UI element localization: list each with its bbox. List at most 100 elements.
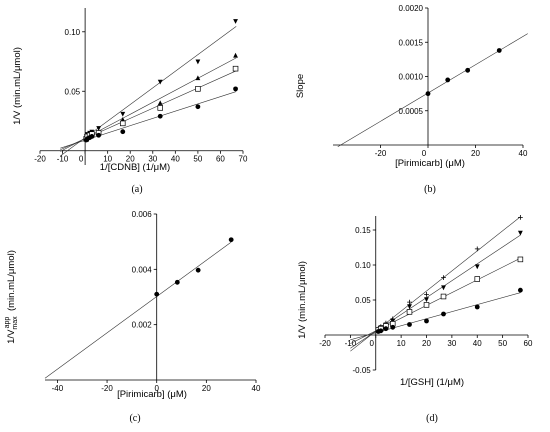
data-point-series-2 bbox=[407, 304, 412, 310]
x-tick-label: 20 bbox=[202, 384, 211, 393]
data-point-series-3 bbox=[232, 65, 239, 72]
data-point-series-2 bbox=[474, 264, 480, 270]
data-point-series-4 bbox=[89, 134, 95, 139]
data-point-series-1 bbox=[496, 48, 502, 53]
x-tick-label: 50 bbox=[498, 339, 507, 348]
x-tick-label: 0 bbox=[154, 384, 159, 393]
data-point-series-1 bbox=[233, 19, 238, 24]
fit-line-series-1 bbox=[44, 241, 232, 379]
y-tick-label: -0.05 bbox=[353, 366, 372, 375]
panel-b: -20 0 20 40 0.0005 0.0010 0.0015 0.0020 [Pirimic… bbox=[295, 4, 528, 195]
y-tick-label: 0.10 bbox=[355, 261, 371, 270]
x-tick-label: -20 bbox=[101, 384, 113, 393]
x-tick-label: 20 bbox=[471, 149, 480, 158]
y-axis-label: 1/Vmaxapp (min.mL/μmol) bbox=[4, 250, 19, 344]
x-tick-label: -20 bbox=[319, 339, 331, 348]
x-tick-label: 10 bbox=[397, 339, 406, 348]
data-point-series-3 bbox=[474, 276, 481, 282]
data-point-series-1 bbox=[407, 299, 412, 305]
y-tick-label: 0.004 bbox=[132, 265, 153, 274]
x-tick-label: 0 bbox=[422, 149, 427, 158]
panel-c: -40 -20 0 20 40 0.002 0.004 0.006 [Pirimicarb] (… bbox=[4, 210, 261, 424]
data-point-series-1 bbox=[195, 59, 201, 65]
y-axis-label: 1/V (min.mL/μmol) bbox=[297, 261, 308, 339]
x-tick-label: 20 bbox=[422, 339, 431, 348]
x-axis-label: 1/[CDNB] (1/μM) bbox=[100, 162, 170, 173]
x-tick-label: 10 bbox=[103, 155, 112, 164]
x-axis-label: [Pirimicarb] (μM) bbox=[117, 389, 187, 400]
panel-label: (d) bbox=[426, 413, 438, 424]
data-point-series-2 bbox=[157, 100, 163, 106]
y-tick-label: 0.0010 bbox=[399, 73, 424, 82]
y-tick-label: 0.006 bbox=[132, 210, 153, 219]
data-point-series-4 bbox=[157, 113, 163, 119]
data-point-series-1 bbox=[474, 246, 480, 252]
data-point-series-3 bbox=[157, 105, 163, 111]
x-tick-label: 0 bbox=[370, 339, 375, 348]
x-tick-label: 50 bbox=[193, 155, 202, 164]
data-point-series-4 bbox=[424, 318, 429, 324]
panel-d: -20 -10 0 10 20 30 40 50 60-0.050.050.100.151/[G… bbox=[297, 215, 533, 424]
data-point-series-2 bbox=[424, 297, 429, 303]
data-point-series-4 bbox=[378, 328, 384, 334]
x-tick-label: 60 bbox=[216, 155, 225, 164]
data-point-series-1 bbox=[195, 267, 201, 273]
data-point-series-1 bbox=[174, 279, 180, 285]
y-axis-label: 1/V (min.mL/μmol) bbox=[12, 47, 23, 125]
x-tick-label: -20 bbox=[34, 155, 46, 164]
y-tick-label: 0.05 bbox=[355, 296, 371, 305]
data-point-series-1 bbox=[425, 91, 431, 97]
data-point-series-2 bbox=[120, 117, 126, 122]
y-tick-label: 0.0005 bbox=[399, 107, 424, 116]
data-point-series-4 bbox=[390, 324, 396, 330]
x-tick-label: -40 bbox=[52, 384, 64, 393]
data-point-series-4 bbox=[407, 322, 412, 327]
data-point-series-2 bbox=[441, 285, 446, 291]
data-point-series-4 bbox=[195, 104, 201, 110]
data-point-series-1 bbox=[228, 237, 234, 243]
data-point-series-1 bbox=[157, 79, 163, 85]
data-point-series-1 bbox=[445, 77, 451, 83]
y-tick-label: 0.10 bbox=[65, 28, 81, 37]
data-point-series-1 bbox=[441, 275, 446, 280]
data-point-series-4 bbox=[383, 326, 389, 332]
data-point-series-2 bbox=[233, 52, 238, 58]
y-tick-label: 0.002 bbox=[132, 321, 153, 330]
x-tick-label: 40 bbox=[473, 339, 482, 348]
y-tick-label: 0.15 bbox=[355, 226, 371, 235]
panel-a: -20 -10 0 10 20 30 40 50 60 70 0.05 0.10 1/[CDNB] (1… bbox=[12, 8, 248, 195]
data-point-series-3 bbox=[406, 309, 413, 315]
x-tick-label: 40 bbox=[252, 384, 261, 393]
data-point-series-4 bbox=[517, 287, 523, 293]
y-tick-label: 0.05 bbox=[65, 87, 81, 96]
data-point-series-4 bbox=[96, 132, 102, 138]
x-axis-label: [Pirimicarb] (μM) bbox=[395, 158, 465, 169]
x-tick-label: 20 bbox=[126, 155, 135, 164]
panel-label: (b) bbox=[424, 184, 436, 195]
data-point-series-1 bbox=[96, 126, 102, 131]
data-point-series-4 bbox=[233, 86, 238, 92]
y-axis-label: Slope bbox=[295, 74, 306, 98]
data-point-series-4 bbox=[441, 311, 446, 317]
x-tick-label: 30 bbox=[447, 339, 456, 348]
x-tick-label: 70 bbox=[239, 155, 248, 164]
data-point-series-3 bbox=[517, 256, 524, 263]
panel-label: (a) bbox=[131, 184, 142, 195]
x-tick-label: 30 bbox=[148, 155, 157, 164]
x-tick-label: -20 bbox=[375, 149, 387, 158]
data-point-series-1 bbox=[465, 67, 471, 73]
y-tick-label: 0.0015 bbox=[399, 38, 424, 47]
panel-label: (c) bbox=[129, 413, 140, 424]
data-point-series-1 bbox=[154, 291, 160, 297]
data-point-series-2 bbox=[517, 230, 523, 236]
y-tick-label: 0.0020 bbox=[399, 4, 424, 13]
x-tick-label: 60 bbox=[524, 339, 533, 348]
data-point-series-1 bbox=[517, 215, 523, 220]
x-tick-label: 40 bbox=[171, 155, 180, 164]
data-point-series-4 bbox=[474, 304, 480, 310]
data-point-series-3 bbox=[120, 120, 126, 127]
x-tick-label: -10 bbox=[57, 155, 69, 164]
x-axis-label: 1/[GSH] (1/μM) bbox=[400, 377, 464, 388]
data-point-series-3 bbox=[423, 302, 430, 308]
